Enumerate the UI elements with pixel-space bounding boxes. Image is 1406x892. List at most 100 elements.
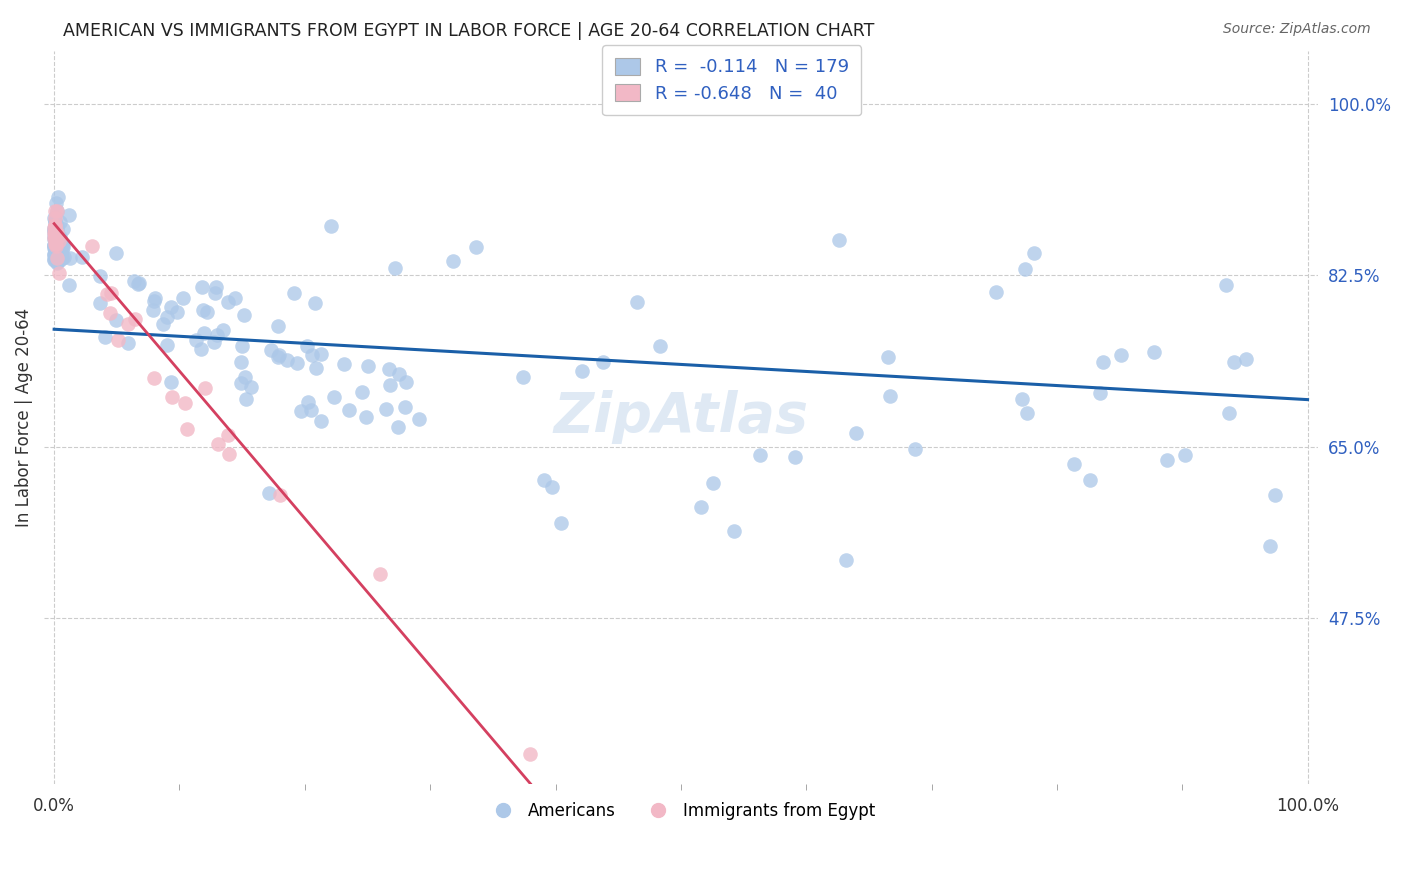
Point (124, 274, 146, 288)
Text: Source: ZipAtlas.com: Source: ZipAtlas.com (1223, 22, 1371, 37)
Point (984, 285, 1007, 300)
Point (276, 353, 298, 368)
Point (51, 242, 73, 256)
Point (378, 378, 401, 392)
Point (45, 224, 67, 238)
Point (395, 375, 418, 389)
Legend: Americans, Immigrants from Egypt: Americans, Immigrants from Egypt (479, 796, 882, 827)
Point (239, 380, 262, 394)
Point (44, 225, 66, 239)
Point (174, 395, 197, 409)
Point (58, 208, 80, 222)
Point (309, 414, 332, 428)
Point (205, 328, 228, 343)
Point (1011, 392, 1033, 407)
Point (166, 305, 188, 319)
Point (49, 253, 72, 268)
Point (299, 403, 322, 417)
Point (44, 226, 66, 240)
Point (368, 566, 391, 581)
Point (193, 381, 215, 395)
Point (44, 241, 66, 255)
Point (52, 236, 75, 251)
Point (52, 250, 75, 264)
Point (44, 238, 66, 252)
Point (44, 219, 66, 233)
Point (44, 228, 66, 243)
Point (267, 318, 290, 333)
Point (1223, 354, 1246, 368)
Point (519, 747, 541, 762)
Point (44, 236, 66, 251)
Point (378, 362, 401, 376)
Point (48, 235, 70, 249)
Point (267, 348, 290, 362)
Point (105, 245, 128, 260)
Point (44, 219, 66, 233)
Point (186, 333, 208, 347)
Point (388, 367, 411, 381)
Point (319, 219, 342, 233)
Point (96, 286, 118, 301)
Point (44, 237, 66, 252)
Point (748, 448, 770, 462)
Point (614, 78, 637, 92)
Point (48, 266, 70, 280)
Text: AMERICAN VS IMMIGRANTS FROM EGYPT IN LABOR FORCE | AGE 20-64 CORRELATION CHART: AMERICAN VS IMMIGRANTS FROM EGYPT IN LAB… (63, 22, 875, 40)
Point (337, 402, 360, 417)
Point (100, 285, 122, 300)
Point (44, 231, 66, 245)
Point (44, 226, 66, 240)
Point (46, 230, 69, 244)
Point (44, 246, 66, 260)
Point (1015, 406, 1038, 420)
Point (45, 237, 67, 252)
Point (44, 226, 66, 240)
Point (1234, 351, 1257, 366)
Point (44, 225, 66, 239)
Point (233, 370, 256, 384)
Point (1022, 245, 1045, 260)
Point (322, 390, 344, 404)
Point (45, 195, 67, 210)
Point (51, 222, 73, 236)
Point (44, 244, 66, 259)
Point (46, 204, 69, 219)
Point (44, 248, 66, 262)
Point (541, 480, 564, 494)
Point (283, 285, 305, 300)
Point (285, 356, 308, 370)
Point (1156, 453, 1178, 467)
Point (44, 227, 66, 242)
Point (45, 252, 67, 266)
Point (1174, 449, 1197, 463)
Point (44, 219, 66, 233)
Point (827, 233, 849, 247)
Point (46, 251, 69, 265)
Point (48, 251, 70, 265)
Point (231, 354, 253, 368)
Point (152, 317, 174, 331)
Point (127, 277, 149, 291)
Point (44, 245, 66, 260)
Point (217, 428, 239, 442)
Point (46, 229, 69, 244)
Point (117, 318, 139, 332)
Point (44, 226, 66, 240)
Point (45, 252, 67, 267)
Point (44, 215, 66, 229)
Point (44, 236, 66, 251)
Point (45, 241, 67, 255)
Point (204, 285, 226, 300)
Point (1143, 345, 1166, 359)
Point (297, 395, 319, 409)
Point (212, 323, 235, 337)
Point (48, 235, 70, 249)
Point (44, 213, 66, 227)
Point (1088, 386, 1111, 401)
Point (1258, 539, 1281, 553)
Point (176, 421, 198, 435)
Point (224, 292, 246, 306)
Point (44, 232, 66, 246)
Point (58, 252, 80, 266)
